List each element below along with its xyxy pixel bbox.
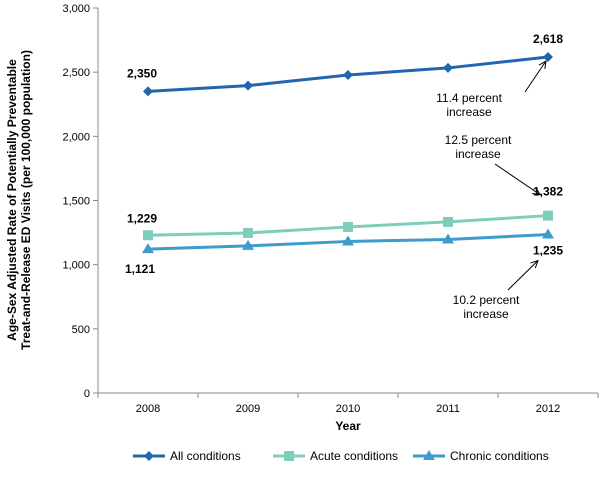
- y-tick-label: 3,000: [62, 3, 90, 15]
- data-label: 1,121: [125, 262, 155, 276]
- data-point: [343, 221, 353, 232]
- x-tick-label: 2011: [436, 403, 460, 415]
- legend-marker: [284, 451, 294, 461]
- arrow-head: [538, 60, 547, 70]
- data-point: [143, 86, 153, 97]
- y-axis-title-line: Age-Sex Adjusted Rate of Potentially Pre…: [5, 59, 19, 341]
- annotation-text: increase: [463, 307, 509, 321]
- legend-label: Acute conditions: [310, 449, 398, 463]
- y-tick-label: 1,500: [62, 196, 90, 208]
- data-label: 1,235: [533, 244, 563, 258]
- annotation-text: increase: [455, 147, 501, 161]
- data-point: [143, 230, 153, 241]
- arrow-head: [532, 187, 541, 196]
- annotation-text: 12.5 percent: [445, 133, 512, 147]
- legend-marker: [423, 450, 435, 460]
- annotation-text: 11.4 percent: [436, 91, 502, 105]
- arrow-head: [530, 259, 539, 269]
- data-point: [442, 233, 454, 244]
- y-axis-title: Age-Sex Adjusted Rate of Potentially Pre…: [5, 50, 33, 350]
- data-label: 2,350: [127, 66, 157, 80]
- x-tick-label: 2008: [136, 403, 160, 415]
- data-point: [343, 69, 353, 80]
- x-tick-label: 2012: [536, 403, 560, 415]
- data-point: [242, 239, 254, 250]
- x-tick-label: 2009: [236, 403, 260, 415]
- y-tick-label: 2,500: [62, 67, 90, 79]
- x-axis-title: Year: [335, 419, 361, 433]
- data-point: [243, 227, 253, 238]
- annotation-arrow: [507, 260, 539, 291]
- legend-marker: [144, 451, 154, 461]
- legend-label: All conditions: [170, 449, 241, 463]
- annotation-text: 10.2 percent: [453, 293, 520, 307]
- data-point: [243, 80, 253, 91]
- data-label: 1,382: [533, 185, 563, 199]
- data-point: [443, 216, 453, 227]
- data-label: 1,229: [127, 211, 157, 225]
- y-axis-title-line: Treat-and-Release ED Visits (per 100,000…: [19, 50, 33, 350]
- annotation-arrow: [494, 163, 541, 196]
- y-tick-label: 0: [84, 388, 90, 400]
- annotation-arrow: [524, 60, 547, 93]
- legend-label: Chronic conditions: [450, 449, 549, 463]
- data-label: 2,618: [533, 32, 563, 46]
- y-tick-label: 500: [72, 324, 90, 336]
- data-point: [142, 243, 154, 254]
- data-point: [543, 52, 553, 63]
- x-tick-label: 2010: [336, 403, 360, 415]
- data-point: [342, 235, 354, 246]
- annotation-text: increase: [446, 105, 492, 119]
- data-point: [543, 210, 553, 221]
- data-point: [443, 62, 453, 73]
- y-tick-label: 1,000: [62, 260, 90, 272]
- y-tick-label: 2,000: [62, 131, 90, 143]
- data-point: [542, 228, 554, 239]
